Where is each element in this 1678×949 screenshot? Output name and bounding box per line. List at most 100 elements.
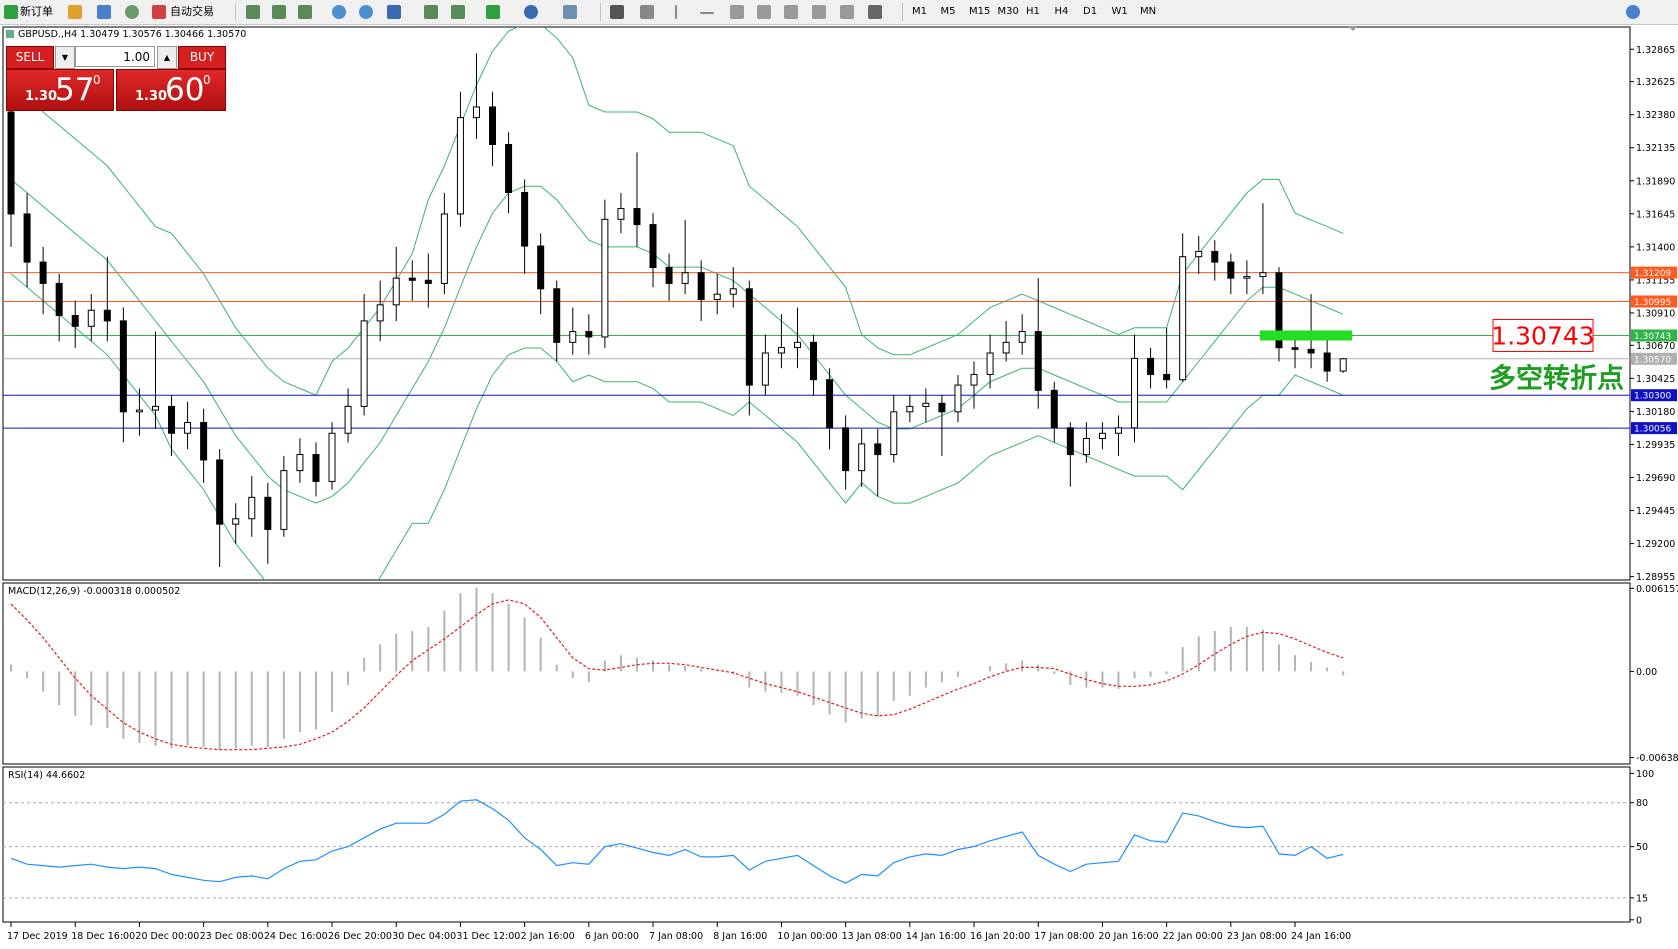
timeframe-button[interactable]: H4 (1054, 6, 1069, 17)
lot-down[interactable]: ▼ (55, 46, 75, 69)
x-tick-label: 13 Jan 08:00 (842, 931, 902, 942)
arrows[interactable] (868, 5, 882, 19)
new-order-icon[interactable] (4, 5, 18, 19)
candle-body (1211, 250, 1219, 263)
candle-body (408, 277, 416, 281)
x-tick-label: 17 Jan 08:00 (1034, 931, 1094, 942)
y-tick-label: 1.31155 (1636, 275, 1675, 286)
candle-body (922, 402, 930, 407)
candle-body (1307, 348, 1315, 354)
indicators[interactable] (486, 5, 500, 19)
channel[interactable] (757, 5, 771, 19)
sell-button[interactable]: SELL (6, 46, 54, 69)
candle-body (103, 309, 111, 322)
candle-body (71, 315, 79, 327)
timeframe-button[interactable]: M15 (969, 6, 991, 17)
timeframe-button[interactable]: H1 (1026, 6, 1040, 17)
y-tick-label: 1.30180 (1636, 407, 1675, 418)
label-tool[interactable] (840, 5, 854, 19)
trendline[interactable] (730, 5, 744, 19)
x-tick-label: 23 Dec 08:00 (200, 931, 264, 942)
templates[interactable] (563, 5, 577, 19)
crosshair[interactable] (640, 5, 654, 19)
new-order-button[interactable]: 新订单 (20, 5, 53, 18)
bollinger-middle (10, 179, 1344, 504)
separator (902, 3, 903, 21)
sell-price-pips: 57 (55, 72, 95, 108)
buy-price[interactable]: 1.30 60 0 (116, 69, 226, 111)
auto-trading-icon[interactable] (152, 5, 166, 19)
candle-body (745, 288, 753, 386)
timeframe-button[interactable]: M1 (912, 6, 927, 17)
x-tick-label: 20 Dec 00:00 (135, 931, 199, 942)
icon[interactable] (125, 5, 139, 19)
buy-button[interactable]: BUY (178, 46, 226, 69)
candle-body (810, 341, 818, 381)
icon[interactable] (246, 5, 260, 19)
level-label-box (1631, 266, 1677, 279)
x-tick-label: 18 Dec 16:00 (71, 931, 135, 942)
timeframe-button[interactable]: M5 (940, 6, 956, 17)
candle-body (874, 443, 882, 456)
candle-body (858, 443, 866, 472)
icon[interactable] (387, 5, 401, 19)
candle-body (729, 288, 737, 295)
sell-price[interactable]: 1.30 57 0 (6, 69, 114, 111)
auto-trading-button[interactable]: 自动交易 (170, 5, 214, 18)
y-tick-label: 15 (1636, 893, 1648, 904)
y-tick-label: 0 (1636, 915, 1642, 926)
candle-body (344, 405, 352, 434)
timeframe-button[interactable]: M30 (997, 6, 1019, 17)
hline[interactable] (700, 12, 714, 14)
icon[interactable] (97, 5, 111, 19)
x-tick-label: 2 Jan 16:00 (521, 931, 575, 942)
candle-body (296, 454, 304, 472)
icon[interactable] (68, 5, 82, 19)
periods[interactable] (524, 5, 538, 19)
candle-body (456, 117, 464, 215)
candle-body (1195, 250, 1203, 258)
y-tick-label: 1.30670 (1636, 341, 1675, 352)
candle-body (553, 288, 561, 343)
text-tool[interactable] (812, 5, 826, 19)
candle-body (986, 352, 994, 375)
candle-body (617, 208, 625, 220)
candle-body (184, 421, 192, 434)
y-tick-label: 0.00 (1636, 667, 1657, 678)
zoom-in[interactable] (332, 5, 346, 19)
candle-body (777, 347, 785, 354)
search[interactable] (1626, 5, 1640, 19)
icon[interactable] (451, 5, 465, 19)
vline[interactable] (675, 5, 677, 19)
candle-body (1147, 357, 1155, 375)
candle-body (232, 518, 240, 525)
level-label: 1.30995 (1634, 298, 1671, 308)
x-tick-label: 22 Jan 00:00 (1163, 931, 1223, 942)
candle-body (119, 320, 127, 413)
cursor[interactable] (610, 5, 624, 19)
icon[interactable] (298, 5, 312, 19)
x-tick-label: 24 Dec 16:00 (264, 931, 328, 942)
separator (600, 3, 601, 21)
lot-up[interactable]: ▲ (157, 46, 177, 69)
timeframe-button[interactable]: D1 (1083, 6, 1098, 17)
candle-body (264, 496, 272, 530)
lot-input[interactable]: 1.00 (75, 46, 155, 67)
x-tick-label: 8 Jan 16:00 (713, 931, 767, 942)
candle-body (135, 409, 143, 413)
plot-group (10, 587, 1345, 751)
y-tick-label: 100 (1636, 769, 1654, 780)
zoom-out[interactable] (359, 5, 373, 19)
icon[interactable] (424, 5, 438, 19)
candle-body (713, 293, 721, 300)
timeframe-button[interactable]: W1 (1111, 6, 1128, 17)
price-pane (2, 26, 1631, 581)
timeframe-button[interactable]: MN (1140, 6, 1157, 17)
icon[interactable] (272, 5, 286, 19)
fibo[interactable] (784, 5, 798, 19)
pane-title: RSI(14) 44.6602 (8, 770, 85, 781)
candle-body (1098, 432, 1106, 440)
candle-body (55, 282, 63, 317)
candle-body (585, 331, 593, 338)
candle-body (1018, 331, 1026, 343)
